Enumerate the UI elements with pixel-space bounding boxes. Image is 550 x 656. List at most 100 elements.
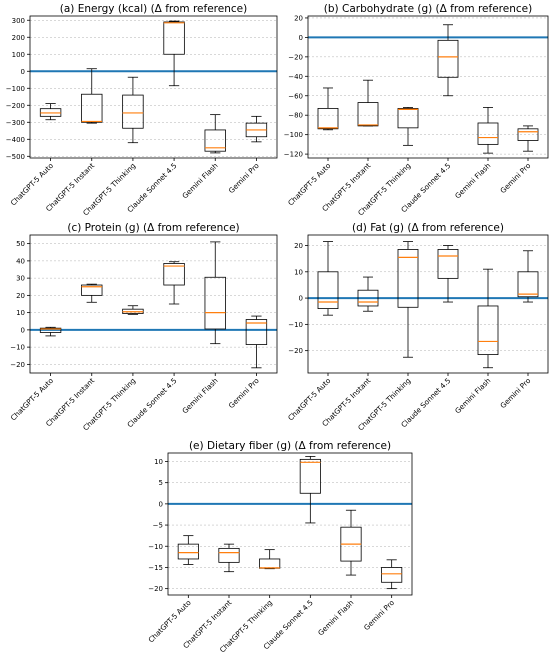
y-tick-label: 0 [21,68,25,76]
box-iqr [39,327,62,333]
box-2 [81,283,103,303]
box-iqr [204,276,226,330]
y-tick-label: 200 [12,34,25,42]
y-tick-label: −20 [288,53,303,61]
box-iqr [477,122,499,145]
chart-panel-1: (a) Energy (kcal) (Δ from reference) −500… [6,3,278,217]
chart-panel-2: (b) Carbohydrate (g) (Δ from reference) −… [284,3,549,217]
box-3 [122,76,144,144]
box-iqr [357,102,379,127]
box-2 [218,543,240,573]
y-tick-label: 300 [12,17,25,25]
box-iqr [163,263,185,286]
box-6 [517,125,539,152]
box-iqr [437,249,459,279]
box-1 [317,87,339,131]
x-tick-label: Gemini Flash [180,376,219,415]
y-tick-label: −5 [153,522,163,530]
chart-title: (c) Protein (g) (Δ from reference) [67,222,239,234]
y-tick-label: 100 [12,51,25,59]
box-iqr [81,284,103,296]
box-5 [204,241,226,345]
box-5 [477,107,499,154]
box-iqr [81,93,103,123]
chart-title: (e) Dietary fiber (g) (Δ from reference) [189,440,391,452]
box-iqr [299,458,321,494]
box-3 [397,241,419,358]
box-iqr [177,543,199,560]
y-tick-label: 10 [294,268,303,276]
box-4 [163,261,185,305]
x-tick-label: Gemini Flash [180,161,219,200]
chart-panel-5: (e) Dietary fiber (g) (Δ from reference)… [146,440,413,654]
plot-frame [29,234,278,374]
plot-frame [29,15,278,159]
box-2 [357,276,379,312]
box-iqr [245,319,268,345]
plot-frame [307,234,549,374]
y-tick-label: −80 [288,112,303,120]
box-3 [122,305,144,315]
y-tick-label: −10 [288,321,303,329]
y-tick-label: 20 [294,242,303,250]
x-tick-label: Gemini Pro [227,161,261,195]
y-tick-label: −200 [6,102,25,110]
y-tick-label: −100 [6,85,25,93]
box-2 [81,68,103,124]
box-6 [245,115,268,143]
chart-panel-3: (c) Protein (g) (Δ from reference) −20 −10… [9,222,278,432]
box-4 [437,24,459,97]
y-tick-label: 0 [299,295,303,303]
box-1 [177,535,199,565]
y-tick-label: 5 [159,479,163,487]
box-iqr [477,305,499,356]
box-iqr [437,39,459,78]
y-tick-label: −100 [284,131,303,139]
box-iqr [317,271,339,309]
chart-panel-4: (d) Fat (g) (Δ from reference) −20 −10 0 10 2… [286,222,549,432]
box-5 [204,114,226,154]
y-tick-label: 20 [16,292,25,300]
box-iqr [397,249,419,308]
box-4 [437,245,459,303]
box-5 [477,268,499,369]
box-1 [317,241,339,316]
box-iqr [317,107,339,130]
y-tick-label: 20 [294,14,303,22]
chart-title: (d) Fat (g) (Δ from reference) [352,222,504,234]
y-tick-label: −40 [288,73,303,81]
box-iqr [259,558,281,569]
box-6 [245,315,268,369]
x-tick-label: ChatGPT-5 Auto [146,598,192,644]
y-tick-label: −20 [288,347,303,355]
x-tick-label: ChatGPT-5 Auto [9,376,55,422]
box-2 [357,79,379,127]
x-tick-label: ChatGPT-5 Auto [9,161,55,207]
box-1 [39,103,62,121]
y-tick-label: 50 [16,240,25,248]
box-iqr [397,107,419,129]
box-6 [517,250,539,303]
box-3 [259,549,281,570]
box-iqr [357,289,379,307]
box-iqr [218,547,240,563]
box-iqr [517,128,539,141]
x-tick-label: Gemini Pro [227,376,261,410]
y-tick-label: −20 [10,361,25,369]
box-1 [39,326,62,337]
plot-frame [167,452,413,596]
chart-title: (b) Carbohydrate (g) (Δ from reference) [324,3,532,15]
y-tick-label: −15 [148,564,163,572]
box-4 [163,20,185,87]
y-tick-label: −10 [148,543,163,551]
box-iqr [204,129,226,152]
y-tick-label: 0 [159,500,163,508]
y-tick-label: −10 [10,344,25,352]
y-tick-label: 0 [299,34,303,42]
y-tick-label: −120 [284,151,303,159]
box-5 [340,509,362,576]
box-iqr [122,94,144,129]
y-tick-label: 10 [16,309,25,317]
y-tick-label: 30 [16,275,25,283]
